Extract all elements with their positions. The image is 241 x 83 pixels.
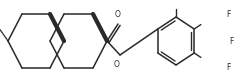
Text: O: O: [114, 60, 120, 69]
Text: F: F: [229, 37, 233, 45]
Text: F: F: [226, 63, 230, 72]
Text: O: O: [115, 10, 121, 19]
Text: F: F: [226, 9, 230, 19]
